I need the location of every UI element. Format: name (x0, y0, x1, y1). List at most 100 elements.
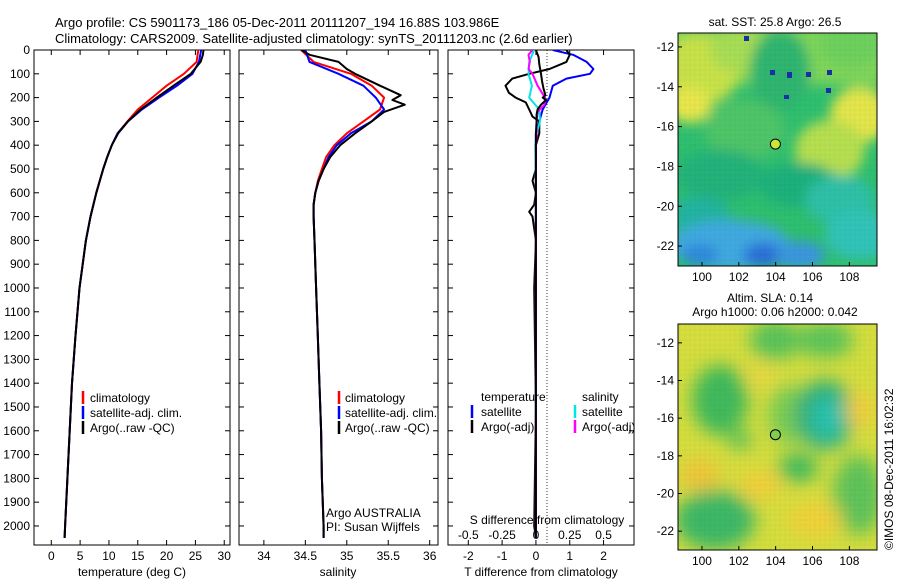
sla-map-title-line2: Argo h1000: 0.06 h2000: 0.042 (692, 305, 858, 319)
depth-tick-label: 1300 (3, 352, 30, 366)
sla_map-xtick-label: 100 (692, 554, 712, 568)
depth-tick-label: 800 (10, 233, 30, 247)
salinity-xtick-label: 35 (340, 549, 354, 563)
legend-argo-label: Argo(..raw -QC) (345, 421, 430, 435)
difference-series-t-argo-adj- (504, 50, 571, 539)
difference-x2tick-label: -0.25 (488, 528, 516, 542)
salinity-legend: climatology satellite-adj. clim. Argo(..… (337, 391, 437, 435)
imos-timestamp: ©IMOS 08-Dec-2011 16:02:32 (882, 388, 896, 550)
sla_map-ytick-label: -12 (657, 336, 675, 350)
temperature-xtick-label: 5 (77, 549, 84, 563)
depth-tick-label: 600 (10, 186, 30, 200)
depth-tick-label: 1500 (3, 400, 30, 414)
legend-t-argo-label: Argo(-adj) (481, 420, 534, 434)
sst_map-xtick-label: 102 (729, 270, 749, 284)
sla_map-xtick-label: 106 (802, 554, 822, 568)
sst_map-xtick-label: 108 (839, 270, 859, 284)
depth-tick-label: 1100 (4, 305, 30, 319)
legend-s-argo-label: Argo(-adj) (582, 420, 635, 434)
legend-satellite-label: satellite-adj. clim. (345, 406, 437, 420)
temperature-plot-frame (33, 49, 231, 546)
difference-salinity-legend: salinity satellite Argo(-adj) (573, 390, 635, 434)
sst_map-ytick-label: -14 (657, 80, 675, 94)
depth-tick-label: 500 (10, 162, 30, 176)
salinity-xtick-label: 34 (257, 549, 271, 563)
sst_map-xtick-label: 100 (692, 270, 712, 284)
sst-argo-location-marker (769, 138, 781, 150)
difference-series-t-satellite (534, 50, 595, 538)
legend-s-satellite-label: satellite (582, 405, 623, 419)
legend-temperature-title: temperature (481, 390, 546, 404)
salinity-xtick-label: 34.5 (294, 549, 318, 563)
sla_map-ytick-label: -20 (657, 487, 675, 501)
depth-tick-label: 300 (10, 114, 30, 128)
figure-title-line1: Argo profile: CS 5901173_186 05-Dec-2011… (55, 15, 500, 30)
depth-tick-label: 700 (10, 210, 30, 224)
difference-xtick-label: 2 (600, 549, 607, 563)
depth-tick-label: 100 (10, 67, 30, 81)
temperature-xtick-label: 25 (189, 549, 203, 563)
depth-tick-label: 200 (10, 91, 30, 105)
salinity-xtick-label: 36 (423, 549, 437, 563)
temperature-xtick-label: 0 (48, 549, 55, 563)
pi-annotation: PI: Susan Wijffels (326, 520, 420, 534)
depth-tick-label: 2000 (3, 519, 30, 533)
sla-map-frame (677, 323, 878, 551)
temperature-axis-label: temperature (deg C) (78, 565, 186, 579)
legend-argo-label: Argo(..raw -QC) (90, 421, 175, 435)
salinity-xtick-label: 35.5 (377, 549, 401, 563)
salinity-series-argo-raw-qc- (300, 50, 406, 538)
sla_map-ytick-label: -16 (657, 411, 675, 425)
difference-xtick-label: -2 (463, 549, 474, 563)
difference-series-s-argo-raw-qc- (534, 50, 548, 538)
temperature-series-argo-raw-qc- (63, 50, 205, 538)
difference-x2tick-label: 0.25 (558, 528, 582, 542)
depth-tick-label: 900 (10, 257, 30, 271)
sst_map-ytick-label: -22 (657, 239, 675, 253)
temperature-xtick-label: 20 (160, 549, 174, 563)
sla_map-ytick-label: -18 (657, 449, 675, 463)
difference-s-axis-label: S difference from climatology (470, 513, 625, 527)
sla_map-ytick-label: -22 (657, 524, 675, 538)
sst_map-xtick-label: 106 (802, 270, 822, 284)
difference-plot-frame (447, 49, 635, 546)
depth-tick-label: 1800 (3, 471, 30, 485)
difference-temperature-legend: temperature satellite Argo(-adj) (470, 390, 546, 434)
sla_map-xtick-label: 104 (766, 554, 786, 568)
depth-tick-label: 1400 (3, 376, 30, 390)
sst_map-ytick-label: -20 (657, 199, 675, 213)
figure-title-line2: Climatology: CARS2009. Satellite-adjuste… (55, 31, 573, 46)
sst-heatmap (678, 33, 877, 266)
temperature-xtick-label: 10 (102, 549, 116, 563)
depth-tick-label: 1600 (3, 424, 30, 438)
temperature-xtick-label: 15 (131, 549, 145, 563)
legend-satellite-label: satellite-adj. clim. (90, 406, 182, 420)
sst_map-ytick-label: -18 (657, 159, 675, 173)
temperature-series-climatology (63, 50, 200, 538)
sla_map-xtick-label: 102 (729, 554, 749, 568)
legend-t-satellite-label: satellite (481, 405, 522, 419)
difference-xtick-label: -1 (497, 549, 508, 563)
sst-map-title: sat. SST: 25.8 Argo: 26.5 (709, 15, 842, 29)
difference-t-axis-label: T difference from climatology (464, 565, 618, 579)
sla_map-ytick-label: -14 (657, 374, 675, 388)
legend-salinity-title: salinity (582, 390, 619, 404)
depth-tick-label: 1700 (3, 448, 30, 462)
sst_map-ytick-label: -12 (657, 40, 675, 54)
temperature-legend: climatology satellite-adj. clim. Argo(..… (81, 391, 182, 435)
sla-map-title-line1: Altim. SLA: 0.14 (727, 291, 813, 305)
argo-australia-annotation: Argo AUSTRALIA (326, 506, 421, 520)
difference-x2tick-label: 0.5 (595, 528, 612, 542)
depth-tick-label: 0 (23, 43, 30, 57)
depth-tick-label: 1900 (3, 495, 30, 509)
difference-xtick-label: 1 (566, 549, 573, 563)
legend-climatology-label: climatology (90, 391, 150, 405)
temperature-xtick-label: 30 (218, 549, 232, 563)
salinity-series-climatology (300, 50, 386, 538)
sst-map-frame (677, 32, 878, 267)
depth-tick-label: 1200 (3, 329, 30, 343)
sst_map-ytick-label: -16 (657, 120, 675, 134)
difference-xtick-label: 0 (533, 549, 540, 563)
legend-climatology-label: climatology (345, 391, 405, 405)
